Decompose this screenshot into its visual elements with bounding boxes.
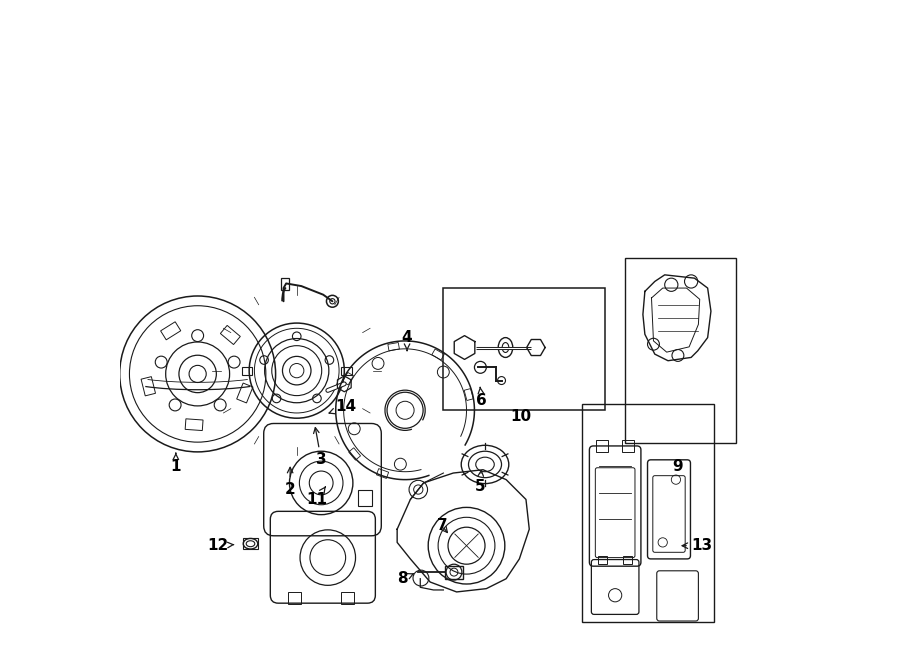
Text: 12: 12 <box>207 538 234 553</box>
Bar <box>623 556 633 564</box>
Bar <box>626 258 736 444</box>
Bar <box>243 538 257 549</box>
Bar <box>141 377 156 396</box>
Bar <box>341 592 355 604</box>
Bar <box>432 349 445 360</box>
Text: 11: 11 <box>306 487 327 507</box>
Bar <box>582 404 715 622</box>
Bar <box>343 373 354 385</box>
Text: 1: 1 <box>171 453 181 474</box>
Text: 3: 3 <box>313 428 327 467</box>
Bar <box>348 448 361 460</box>
Bar <box>596 440 608 452</box>
Text: 9: 9 <box>672 459 683 474</box>
Bar <box>220 326 240 344</box>
Bar <box>376 469 389 479</box>
Text: 2: 2 <box>284 467 295 497</box>
Bar <box>357 489 372 506</box>
Bar <box>445 565 464 579</box>
Bar <box>281 278 289 290</box>
Bar <box>598 556 608 564</box>
Bar <box>185 419 203 430</box>
Text: 6: 6 <box>476 387 487 408</box>
Bar <box>288 592 302 604</box>
Text: 14: 14 <box>329 399 356 414</box>
Text: 7: 7 <box>436 518 447 534</box>
Text: 4: 4 <box>401 330 412 351</box>
Bar <box>241 367 252 375</box>
Bar <box>341 367 352 375</box>
Bar <box>623 440 634 452</box>
Text: 5: 5 <box>474 471 485 494</box>
Bar <box>388 342 400 351</box>
Bar <box>444 288 605 410</box>
Text: 10: 10 <box>511 409 532 424</box>
Bar <box>160 322 181 340</box>
Bar <box>464 389 473 401</box>
Text: 8: 8 <box>397 571 413 587</box>
Bar <box>237 383 253 403</box>
Text: 13: 13 <box>682 538 713 553</box>
